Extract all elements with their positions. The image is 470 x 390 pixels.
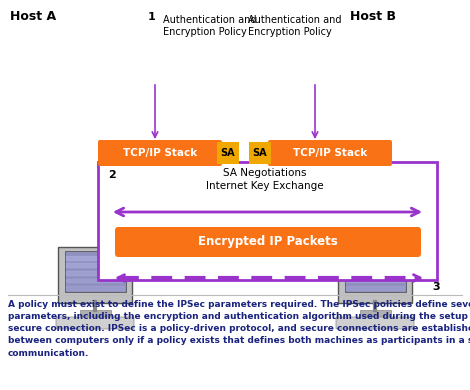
FancyBboxPatch shape	[79, 310, 110, 317]
Text: Host A: Host A	[10, 10, 56, 23]
FancyBboxPatch shape	[338, 247, 412, 303]
FancyBboxPatch shape	[360, 310, 391, 317]
FancyBboxPatch shape	[115, 227, 421, 257]
FancyBboxPatch shape	[345, 250, 406, 291]
Text: SA: SA	[221, 148, 235, 158]
FancyBboxPatch shape	[58, 247, 132, 303]
FancyBboxPatch shape	[217, 142, 239, 164]
Text: SA Negotiations
Internet Key Exchange: SA Negotiations Internet Key Exchange	[206, 168, 324, 191]
Text: SA: SA	[253, 148, 267, 158]
FancyBboxPatch shape	[56, 317, 134, 329]
Text: Authentication and
Encryption Policy: Authentication and Encryption Policy	[248, 15, 342, 37]
Text: Authentication and
Encryption Policy: Authentication and Encryption Policy	[163, 15, 257, 37]
FancyBboxPatch shape	[336, 317, 414, 329]
Text: 2: 2	[108, 170, 116, 180]
FancyBboxPatch shape	[249, 142, 271, 164]
Text: 3: 3	[432, 282, 439, 292]
Text: TCP/IP Stack: TCP/IP Stack	[293, 148, 367, 158]
FancyBboxPatch shape	[64, 250, 125, 291]
FancyBboxPatch shape	[268, 140, 392, 166]
Text: 1: 1	[148, 12, 156, 22]
Text: Encrypted IP Packets: Encrypted IP Packets	[198, 236, 338, 248]
Text: TCP/IP Stack: TCP/IP Stack	[123, 148, 197, 158]
Text: A policy must exist to define the IPSec parameters required. The IPSec policies : A policy must exist to define the IPSec …	[8, 300, 470, 358]
Text: Host B: Host B	[350, 10, 396, 23]
FancyBboxPatch shape	[98, 140, 222, 166]
FancyBboxPatch shape	[98, 162, 437, 280]
